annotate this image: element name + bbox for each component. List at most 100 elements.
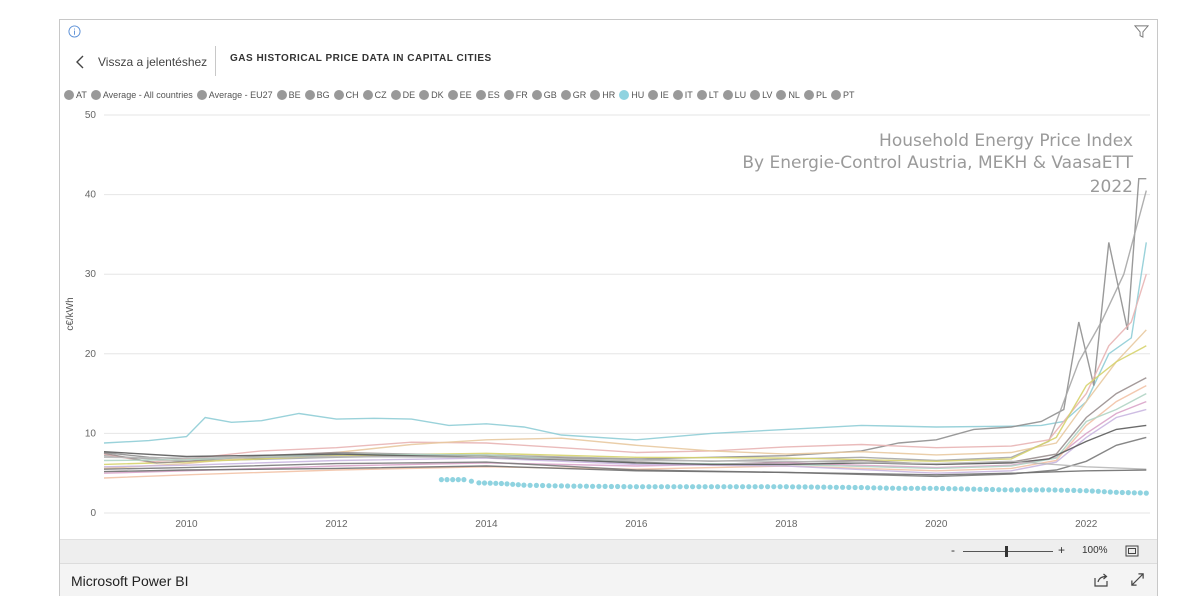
legend-item-pt[interactable]: PT (830, 90, 854, 100)
hu-data-point (833, 484, 839, 490)
hu-data-point (646, 484, 652, 490)
zoom-out-button[interactable]: - (951, 543, 955, 557)
hu-data-point (933, 485, 939, 491)
legend-item-nl[interactable]: NL (776, 90, 800, 100)
legend-label: DK (431, 90, 444, 100)
legend-item-average-eu27[interactable]: Average - EU27 (196, 90, 273, 100)
hu-data-point (1052, 487, 1058, 493)
fit-to-page-icon[interactable] (1125, 545, 1139, 557)
share-icon[interactable] (1093, 572, 1109, 588)
zoom-slider-track[interactable] (963, 551, 1053, 552)
hu-data-point (552, 483, 558, 489)
legend-item-bg[interactable]: BG (304, 90, 330, 100)
x-tick-label: 2022 (1075, 519, 1098, 530)
legend-item-be[interactable]: BE (276, 90, 301, 100)
legend-item-lt[interactable]: LT (696, 90, 719, 100)
hu-data-point (902, 485, 908, 491)
filter-icon[interactable] (1134, 24, 1149, 39)
hu-data-point (533, 482, 539, 488)
legend-label: GR (572, 90, 587, 100)
x-tick-label: 2020 (925, 519, 948, 530)
legend-marker (619, 90, 630, 100)
x-tick-label: 2018 (775, 519, 798, 530)
hu-data-point (1027, 487, 1033, 493)
legend-label: PL (815, 90, 827, 100)
hu-data-point (696, 484, 702, 490)
hu-data-point (858, 484, 864, 491)
legend-item-at[interactable]: AT (64, 90, 87, 100)
legend-item-de[interactable]: DE (390, 90, 415, 100)
legend-label: LV (762, 90, 773, 100)
x-tick-label: 2014 (475, 519, 498, 530)
hu-data-point (827, 484, 833, 490)
legend-item-cz[interactable]: CZ (362, 90, 387, 100)
legend-item-ie[interactable]: IE (648, 90, 669, 100)
legend-marker (776, 90, 787, 100)
legend-marker (447, 90, 458, 100)
legend-item-lu[interactable]: LU (722, 90, 746, 100)
hu-data-point (683, 484, 690, 490)
legend-item-gb[interactable]: GB (531, 90, 557, 100)
hu-data-point (1113, 489, 1119, 495)
series-line (103, 465, 1147, 476)
series-line (103, 384, 1147, 479)
y-tick-label: 30 (85, 269, 97, 280)
legend-marker (419, 90, 430, 100)
legend-marker (503, 90, 514, 100)
footer-bar: Microsoft Power BI (60, 563, 1157, 596)
legend-marker (648, 90, 659, 100)
hu-data-point (746, 484, 752, 490)
legend-item-hr[interactable]: HR (590, 90, 615, 100)
line-chart: 0 10 20 30 40 50 2010 2012 2014 2016 2018 2020 2022 c… (65, 110, 1150, 530)
legend-item-ee[interactable]: EE (447, 90, 472, 100)
hu-data-point (1046, 487, 1052, 493)
hu-data-point (1089, 488, 1095, 494)
hu-data-point (577, 483, 583, 489)
legend-item-dk[interactable]: DK (419, 90, 444, 100)
legend-item-pl[interactable]: PL (803, 90, 827, 100)
legend-item-fr[interactable]: FR (503, 90, 528, 100)
hu-data-point (571, 483, 577, 489)
zoom-slider-thumb[interactable] (1005, 546, 1008, 557)
legend-item-lv[interactable]: LV (750, 90, 772, 100)
legend-item-ch[interactable]: CH (333, 90, 359, 100)
legend-marker (64, 90, 74, 100)
legend-item-hu[interactable]: HU (619, 90, 644, 100)
legend-marker (722, 90, 733, 100)
expand-icon[interactable] (1130, 572, 1145, 587)
back-to-report-button[interactable]: Vissza a jelentéshez (74, 49, 207, 75)
hu-data-point (608, 483, 615, 490)
legend-item-it[interactable]: IT (672, 90, 693, 100)
hu-data-point (1021, 487, 1027, 493)
y-tick-label: 40 (85, 190, 97, 201)
info-icon[interactable] (68, 25, 81, 38)
hu-data-point (702, 484, 708, 490)
hu-data-point (665, 484, 671, 490)
hu-data-point (510, 481, 516, 487)
zoom-in-button[interactable]: + (1058, 543, 1066, 557)
hu-data-point (1008, 487, 1014, 493)
y-tick-label: 0 (90, 508, 96, 519)
hu-data-point (1131, 490, 1137, 496)
legend-item-gr[interactable]: GR (560, 90, 587, 100)
hu-data-point (958, 486, 964, 492)
legend-marker (362, 90, 373, 100)
y-tick-label: 50 (85, 110, 97, 121)
hu-data-point (840, 484, 846, 490)
hu-data-point (989, 486, 996, 493)
legend-item-es[interactable]: ES (475, 90, 500, 100)
hu-data-point (677, 484, 683, 490)
legend-label: FR (515, 90, 528, 100)
hu-data-point (633, 484, 640, 490)
hu-data-point (444, 477, 450, 483)
hu-data-point (996, 487, 1002, 493)
page-title: GAS HISTORICAL PRICE DATA IN CAPITAL CIT… (230, 53, 492, 64)
hu-data-point (964, 486, 971, 492)
hu-data-point (952, 486, 958, 492)
legend-item-average-all-countries[interactable]: Average - All countries (90, 90, 193, 100)
hu-data-point (1033, 487, 1039, 493)
hu-data-point (1143, 490, 1149, 496)
hu-data-point (865, 485, 871, 491)
hu-data-point (558, 483, 564, 489)
hu-data-point (983, 486, 989, 492)
